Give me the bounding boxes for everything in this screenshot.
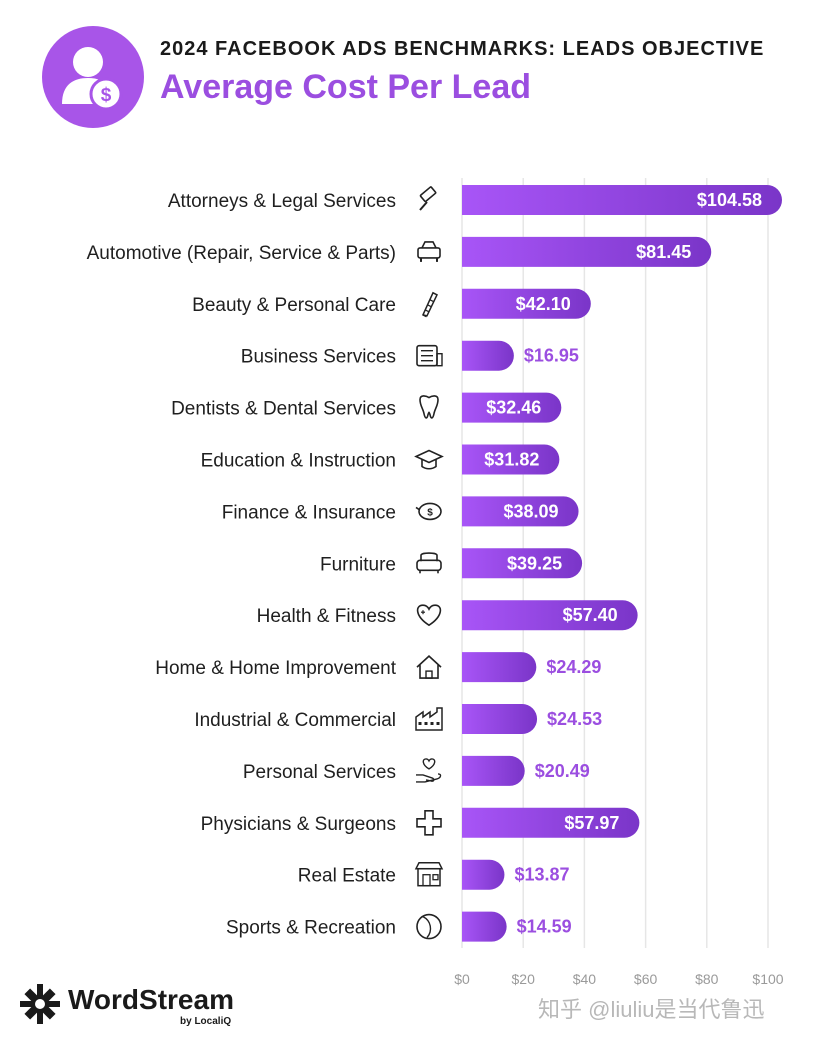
category-label: Beauty & Personal Care bbox=[192, 295, 396, 316]
watermark: 知乎 @liuliu是当代鲁迅 bbox=[538, 997, 765, 1022]
logo-subtext: by LocaliQ bbox=[180, 1016, 232, 1027]
category-label: Industrial & Commercial bbox=[194, 710, 396, 731]
bar bbox=[462, 185, 782, 215]
bar bbox=[462, 652, 537, 683]
bar-value-label: $57.40 bbox=[563, 605, 618, 625]
bar-value-label: $81.45 bbox=[636, 242, 691, 262]
bar-value-label: $14.59 bbox=[517, 917, 572, 937]
category-label: Furniture bbox=[320, 554, 396, 575]
x-tick-label: $20 bbox=[512, 971, 536, 987]
category-label: Home & Home Improvement bbox=[155, 658, 396, 679]
wordstream-logo[interactable]: WordStream by LocaliQ bbox=[18, 982, 258, 1027]
bar bbox=[462, 288, 591, 319]
bar-value-label: $16.95 bbox=[524, 346, 579, 366]
bar-value-label: $38.09 bbox=[503, 501, 558, 521]
category-label: Personal Services bbox=[243, 762, 396, 783]
bar-value-label: $20.49 bbox=[535, 761, 590, 781]
user-dollar-icon: $ bbox=[42, 26, 144, 128]
wordstream-mark-icon bbox=[20, 984, 60, 1024]
category-label: Attorneys & Legal Services bbox=[168, 191, 396, 212]
car-icon bbox=[417, 241, 441, 262]
svg-text:$: $ bbox=[427, 507, 433, 518]
logo-text: WordStream bbox=[68, 984, 234, 1015]
gavel-icon bbox=[419, 186, 437, 211]
bar bbox=[462, 236, 712, 267]
medical-cross-icon bbox=[416, 809, 442, 836]
bar bbox=[462, 548, 583, 579]
category-label: Physicians & Surgeons bbox=[201, 814, 396, 835]
bar-value-label: $39.25 bbox=[507, 553, 562, 573]
chart-title: Average Cost Per Lead bbox=[160, 68, 531, 106]
bar-value-label: $31.82 bbox=[484, 450, 539, 470]
x-tick-label: $60 bbox=[634, 971, 658, 987]
bar bbox=[462, 911, 507, 942]
category-label: Dentists & Dental Services bbox=[171, 399, 396, 420]
bar-value-label: $13.87 bbox=[514, 865, 569, 885]
bar-value-label: $57.97 bbox=[564, 813, 619, 833]
bar bbox=[462, 444, 560, 475]
bar bbox=[462, 340, 514, 371]
bar-value-label: $104.58 bbox=[697, 190, 762, 210]
bar bbox=[462, 496, 579, 527]
bar bbox=[462, 859, 505, 890]
x-tick-label: $0 bbox=[454, 971, 470, 987]
bar bbox=[462, 392, 562, 423]
house-icon bbox=[416, 655, 442, 679]
svg-text:$: $ bbox=[101, 85, 112, 106]
header: $ 2024 FACEBOOK ADS BENCHMARKS: LEADS OB… bbox=[0, 0, 817, 140]
bar bbox=[462, 807, 640, 838]
category-labels: Attorneys & Legal Services Automotive (Re… bbox=[87, 191, 397, 939]
x-tick-label: $100 bbox=[752, 971, 783, 987]
chart-supertitle: 2024 FACEBOOK ADS BENCHMARKS: LEADS OBJE… bbox=[160, 38, 765, 60]
document-icon bbox=[416, 344, 443, 367]
bar-value-label: $24.29 bbox=[546, 657, 601, 677]
bar bbox=[462, 600, 638, 631]
bar bbox=[462, 704, 538, 734]
category-label: Automotive (Repair, Service & Parts) bbox=[87, 243, 396, 264]
category-label: Health & Fitness bbox=[257, 606, 396, 627]
category-label: Finance & Insurance bbox=[222, 502, 396, 523]
bar-value-label: $42.10 bbox=[516, 294, 571, 314]
ball-icon bbox=[416, 913, 442, 940]
piggy-bank-icon: $ bbox=[415, 502, 442, 521]
x-axis-ticks: $0 $20 $40 $60 $80 $100 bbox=[454, 971, 784, 987]
heart-icon bbox=[416, 604, 442, 627]
storefront-icon bbox=[414, 861, 444, 887]
bar-value-label: $24.53 bbox=[547, 709, 602, 729]
armchair-icon bbox=[416, 552, 442, 574]
bar-value-label: $32.46 bbox=[486, 398, 541, 418]
bar bbox=[462, 755, 525, 786]
category-label: Sports & Recreation bbox=[226, 918, 396, 939]
graduation-cap-icon bbox=[414, 449, 444, 470]
hand-heart-icon bbox=[416, 758, 442, 783]
bars: $104.58 $81.45 $42.10 $16.95 $32.46 $31.82 $38… bbox=[462, 185, 782, 942]
category-icons: $ bbox=[414, 186, 444, 940]
x-tick-label: $80 bbox=[695, 971, 719, 987]
category-label: Education & Instruction bbox=[201, 451, 396, 472]
x-tick-label: $40 bbox=[573, 971, 597, 987]
factory-icon bbox=[415, 707, 443, 731]
category-label: Business Services bbox=[241, 347, 396, 368]
tooth-icon bbox=[419, 395, 439, 419]
category-label: Real Estate bbox=[298, 866, 396, 887]
comb-icon bbox=[421, 291, 438, 318]
